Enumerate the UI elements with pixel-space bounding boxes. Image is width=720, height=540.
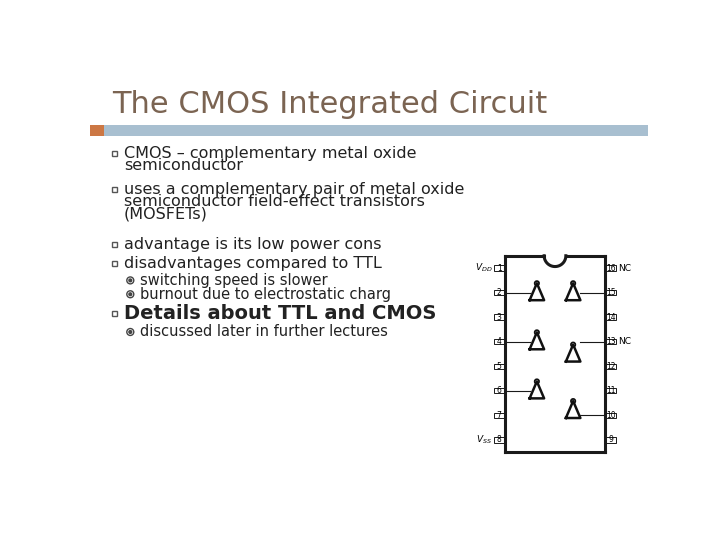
Text: 15: 15 bbox=[606, 288, 616, 297]
Text: 1: 1 bbox=[497, 264, 502, 273]
Bar bbox=[494, 290, 505, 295]
Bar bbox=[494, 437, 505, 443]
Text: (MOSFETs): (MOSFETs) bbox=[124, 207, 208, 222]
Text: NC: NC bbox=[618, 264, 631, 273]
Bar bbox=[494, 265, 505, 271]
Bar bbox=[606, 363, 616, 369]
Text: 9: 9 bbox=[608, 435, 613, 444]
Bar bbox=[606, 314, 616, 320]
Bar bbox=[606, 339, 616, 345]
Text: advantage is its low power cons: advantage is its low power cons bbox=[124, 237, 382, 252]
Bar bbox=[494, 388, 505, 394]
Bar bbox=[112, 311, 117, 316]
Text: disadvantages compared to TTL: disadvantages compared to TTL bbox=[124, 256, 382, 271]
Circle shape bbox=[129, 293, 132, 295]
Text: 3: 3 bbox=[497, 313, 502, 322]
Text: 11: 11 bbox=[606, 386, 616, 395]
Bar bbox=[606, 437, 616, 443]
Bar bbox=[606, 265, 616, 271]
Bar bbox=[494, 363, 505, 369]
Text: 8: 8 bbox=[497, 435, 502, 444]
Text: 5: 5 bbox=[497, 362, 502, 370]
Text: The CMOS Integrated Circuit: The CMOS Integrated Circuit bbox=[112, 90, 547, 119]
Text: 16: 16 bbox=[606, 264, 616, 273]
Bar bbox=[494, 339, 505, 345]
Bar bbox=[112, 241, 117, 247]
Text: semiconductor field-effect transistors: semiconductor field-effect transistors bbox=[124, 194, 425, 210]
Text: 4: 4 bbox=[497, 337, 502, 346]
Bar bbox=[494, 413, 505, 418]
Bar bbox=[112, 187, 117, 192]
Text: uses a complementary pair of metal oxide: uses a complementary pair of metal oxide bbox=[124, 182, 464, 197]
Bar bbox=[112, 151, 117, 156]
Text: CMOS – complementary metal oxide: CMOS – complementary metal oxide bbox=[124, 146, 417, 161]
Text: 7: 7 bbox=[497, 411, 502, 420]
Text: Details about TTL and CMOS: Details about TTL and CMOS bbox=[124, 304, 436, 323]
Text: 13: 13 bbox=[606, 337, 616, 346]
Text: discussed later in further lectures: discussed later in further lectures bbox=[140, 325, 387, 340]
Text: NC: NC bbox=[618, 337, 631, 346]
Text: burnout due to electrostatic charg: burnout due to electrostatic charg bbox=[140, 287, 391, 302]
Text: 10: 10 bbox=[606, 411, 616, 420]
Text: 6: 6 bbox=[497, 386, 502, 395]
Text: $V_{DD}$: $V_{DD}$ bbox=[474, 262, 492, 274]
Circle shape bbox=[129, 330, 132, 333]
Bar bbox=[90, 125, 648, 136]
Text: switching speed is slower: switching speed is slower bbox=[140, 273, 327, 288]
Bar bbox=[112, 261, 117, 266]
Bar bbox=[606, 413, 616, 418]
Bar bbox=[90, 125, 104, 136]
Circle shape bbox=[129, 279, 132, 282]
Text: 14: 14 bbox=[606, 313, 616, 322]
Text: 12: 12 bbox=[606, 362, 616, 370]
Text: 2: 2 bbox=[497, 288, 502, 297]
Bar bbox=[494, 314, 505, 320]
Bar bbox=[606, 290, 616, 295]
Text: $V_{SS}$: $V_{SS}$ bbox=[476, 434, 492, 446]
Text: semiconductor: semiconductor bbox=[124, 158, 243, 173]
Bar bbox=[606, 388, 616, 394]
